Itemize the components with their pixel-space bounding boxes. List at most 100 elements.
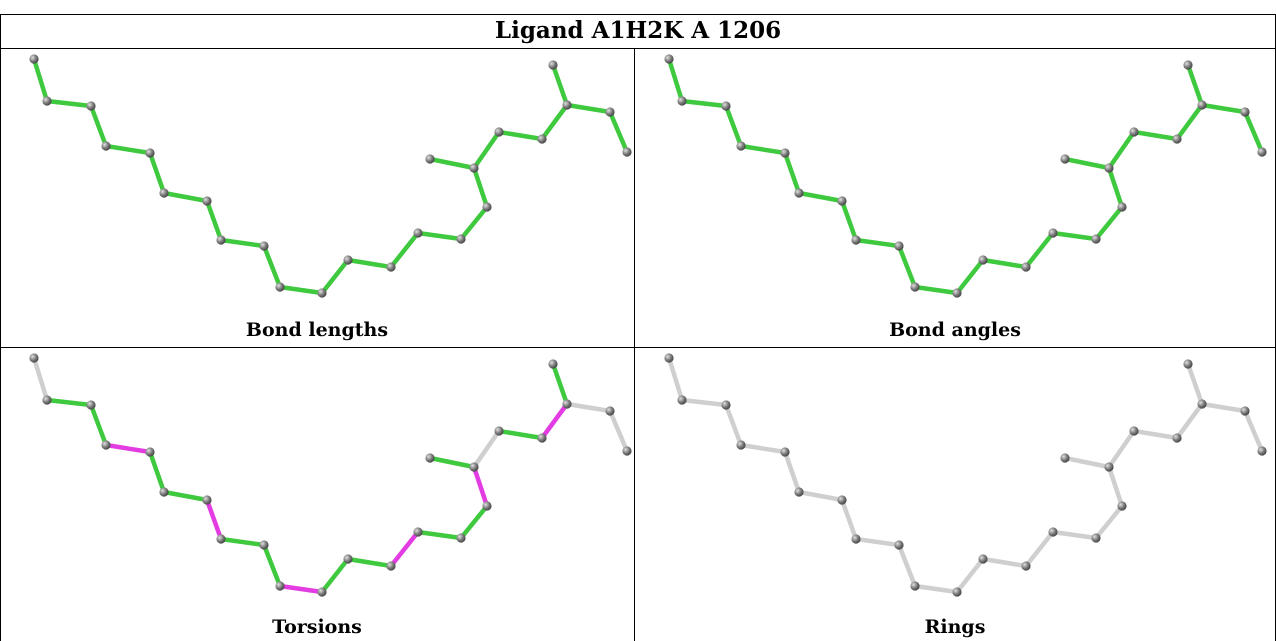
atom bbox=[952, 587, 962, 597]
atom bbox=[894, 540, 904, 550]
bond bbox=[88, 402, 109, 448]
atom bbox=[548, 60, 558, 70]
atom bbox=[894, 241, 904, 251]
bond bbox=[427, 156, 477, 171]
bond bbox=[954, 257, 986, 296]
bond bbox=[564, 102, 613, 115]
bond bbox=[218, 536, 267, 548]
atom bbox=[794, 487, 804, 497]
caption-bond-angles: Bond angles bbox=[889, 319, 1021, 341]
column-divider bbox=[634, 48, 635, 641]
atom bbox=[1183, 359, 1193, 369]
bond bbox=[1062, 455, 1112, 470]
atom bbox=[1172, 433, 1182, 443]
atom bbox=[29, 353, 39, 363]
atom bbox=[851, 534, 861, 544]
bond bbox=[550, 361, 570, 407]
atom bbox=[317, 288, 327, 298]
bond bbox=[607, 408, 630, 454]
molecule-bond-lengths bbox=[29, 54, 632, 298]
bond bbox=[319, 556, 351, 595]
bond bbox=[782, 150, 802, 196]
bond bbox=[204, 198, 224, 243]
atom bbox=[664, 353, 674, 363]
atom bbox=[537, 134, 547, 144]
atom bbox=[259, 241, 269, 251]
atom bbox=[1060, 154, 1070, 164]
atom bbox=[86, 400, 96, 410]
molecule-torsions bbox=[29, 353, 632, 597]
bond bbox=[261, 243, 283, 290]
bond bbox=[261, 542, 283, 589]
bond bbox=[1131, 129, 1180, 142]
bond bbox=[345, 257, 394, 270]
atom bbox=[605, 406, 615, 416]
atom bbox=[386, 262, 396, 272]
bond bbox=[723, 103, 744, 149]
bond bbox=[496, 129, 545, 142]
atom bbox=[1240, 406, 1250, 416]
bond bbox=[147, 449, 167, 495]
atom bbox=[1117, 501, 1127, 511]
atom bbox=[482, 202, 492, 212]
atom bbox=[548, 359, 558, 369]
bond bbox=[471, 129, 502, 171]
atom bbox=[101, 141, 111, 151]
atom bbox=[29, 54, 39, 64]
bond bbox=[471, 165, 490, 210]
atom bbox=[736, 440, 746, 450]
bond bbox=[1131, 428, 1180, 441]
atom bbox=[1091, 234, 1101, 244]
atom bbox=[622, 446, 632, 456]
atom bbox=[413, 527, 423, 537]
bond bbox=[319, 257, 351, 296]
atom bbox=[851, 235, 861, 245]
bond bbox=[539, 401, 570, 441]
title-divider bbox=[0, 48, 1276, 49]
atom bbox=[413, 228, 423, 238]
atom bbox=[622, 147, 632, 157]
border-left bbox=[0, 14, 1, 641]
molecule-bond-angles bbox=[664, 54, 1267, 298]
atom bbox=[837, 495, 847, 505]
bond bbox=[539, 102, 570, 142]
atom bbox=[101, 440, 111, 450]
bond bbox=[415, 529, 464, 541]
bond bbox=[954, 556, 986, 595]
atom bbox=[259, 540, 269, 550]
atom bbox=[1197, 399, 1207, 409]
bond bbox=[471, 428, 502, 470]
atom bbox=[1183, 60, 1193, 70]
panel-rings: Rings bbox=[635, 348, 1275, 641]
atom bbox=[837, 196, 847, 206]
ligand-title: Ligand A1H2K A 1206 bbox=[494, 17, 782, 44]
bond bbox=[796, 489, 845, 503]
atom bbox=[1021, 561, 1031, 571]
atom bbox=[343, 255, 353, 265]
atom bbox=[677, 96, 687, 106]
atom bbox=[664, 54, 674, 64]
bond bbox=[1093, 503, 1125, 541]
atom bbox=[562, 399, 572, 409]
atom bbox=[343, 554, 353, 564]
bond bbox=[1185, 62, 1205, 108]
bond bbox=[31, 355, 50, 403]
atom bbox=[1240, 107, 1250, 117]
bond bbox=[1106, 165, 1125, 210]
atom bbox=[978, 255, 988, 265]
atom bbox=[1104, 462, 1114, 472]
panel-torsions: Torsions bbox=[0, 348, 634, 641]
atom bbox=[275, 282, 285, 292]
bond bbox=[103, 442, 153, 455]
bond bbox=[277, 284, 325, 296]
atom bbox=[145, 447, 155, 457]
molecule-rings bbox=[664, 353, 1267, 597]
bond bbox=[723, 402, 744, 448]
bond bbox=[88, 103, 109, 149]
caption-bond-lengths: Bond lengths bbox=[245, 319, 389, 341]
atom bbox=[145, 148, 155, 158]
bond bbox=[388, 230, 421, 270]
bond bbox=[1106, 464, 1125, 509]
atom bbox=[537, 433, 547, 443]
